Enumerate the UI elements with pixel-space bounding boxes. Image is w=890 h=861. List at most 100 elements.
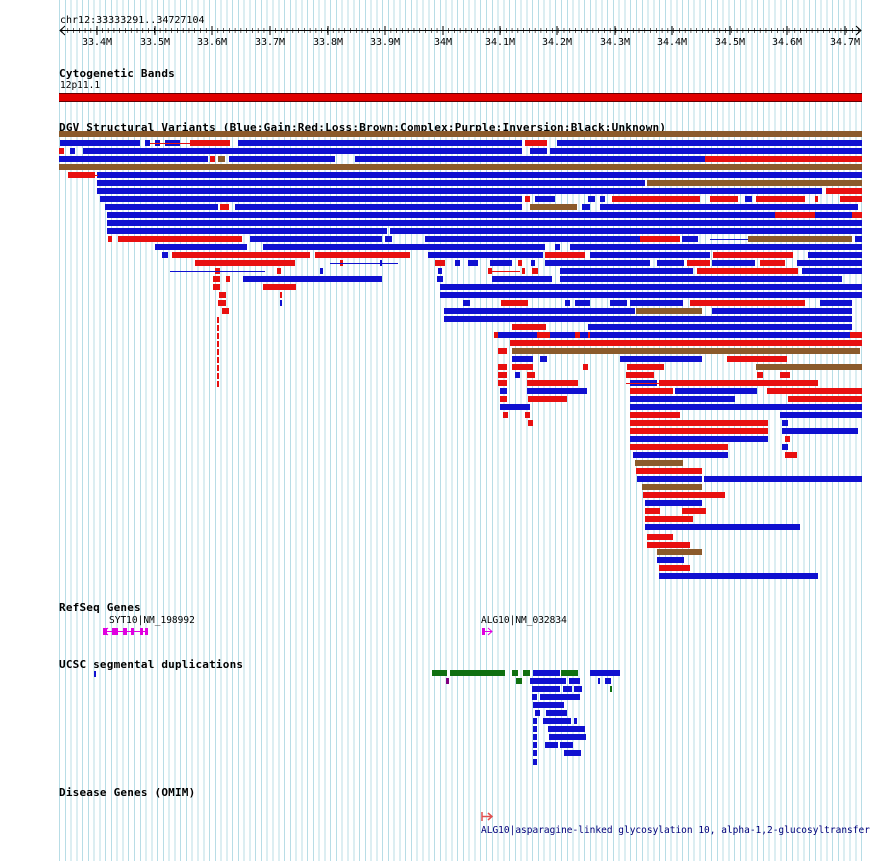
cytoband-label: 12p11.1 <box>60 80 101 91</box>
gene-label-syt10: SYT10|NM_198992 <box>109 615 195 626</box>
dgv-variant-bar <box>659 380 818 386</box>
dgv-variant-bar <box>525 140 547 146</box>
dgv-variant-bar <box>580 332 588 338</box>
dgv-variant-bar <box>657 557 684 563</box>
gene-syt10-exon <box>112 628 118 635</box>
segdup-bar <box>590 670 620 676</box>
dgv-variant-bar <box>118 236 242 242</box>
dgv-variant-bar <box>782 444 788 450</box>
segdup-bar <box>563 686 572 692</box>
segdup-bar <box>574 686 582 692</box>
dgv-variant-bar <box>620 356 702 362</box>
dgv-features[interactable] <box>0 0 890 600</box>
dgv-variant-bar <box>756 196 805 202</box>
dgv-variant-bar <box>501 300 528 306</box>
dgv-variant-bar <box>105 204 218 210</box>
dgv-variant-bar <box>808 252 862 258</box>
dgv-variant-bar <box>782 428 858 434</box>
dgv-variant-bar <box>555 244 560 250</box>
dgv-variant-bar <box>610 300 627 306</box>
segdup-bar <box>432 670 447 676</box>
segdup-bar <box>574 718 577 724</box>
segdup-bar <box>543 718 571 724</box>
segdup-bar <box>532 686 560 692</box>
segdup-track-title[interactable]: UCSC segmental duplications <box>59 658 244 671</box>
dgv-variant-bar <box>705 156 862 162</box>
dgv-variant-bar <box>645 500 702 506</box>
dgv-variant-bar <box>582 204 590 210</box>
dgv-variant-bar <box>675 388 757 394</box>
dgv-variant-bar <box>697 268 798 274</box>
refseq-track-title[interactable]: RefSeq Genes <box>59 601 141 614</box>
dgv-variant-bar <box>565 300 570 306</box>
dgv-track-title[interactable]: DGV Structural Variants (Blue:Gain;Red:L… <box>59 121 667 134</box>
dgv-variant-bar <box>630 420 768 426</box>
dgv-variant-bar <box>435 260 445 266</box>
omim-track-title[interactable]: Disease Genes (OMIM) <box>59 786 196 799</box>
dgv-variant-bar <box>515 372 520 378</box>
dgv-variant-bar <box>217 333 219 339</box>
dgv-variant-bar <box>438 268 442 274</box>
dgv-variant-bar <box>355 156 862 162</box>
segdup-bar <box>569 678 580 684</box>
dgv-variant-bar <box>612 196 700 202</box>
dgv-variant-bar <box>626 372 654 378</box>
dgv-variant-bar <box>512 364 533 370</box>
dgv-variant-bar <box>97 188 822 194</box>
dgv-variant-bar <box>428 252 543 258</box>
dgv-variant-bar <box>826 188 862 194</box>
gene-syt10-strand-arrow <box>103 627 109 636</box>
dgv-variant-bar <box>518 260 522 266</box>
dgv-variant-bar <box>440 292 862 298</box>
dgv-variant-bar <box>840 196 862 202</box>
dgv-variant-bar <box>219 292 226 298</box>
coordinate-ruler[interactable]: 33.4M 33.5M 33.6M 33.7M 33.8M 33.9M 34M 34.1M 34… <box>0 0 890 60</box>
dgv-variant-bar <box>636 308 702 314</box>
cytoband-bar[interactable] <box>59 93 862 102</box>
dgv-variant-bar <box>108 236 112 242</box>
dgv-variant-bar <box>59 164 862 170</box>
dgv-variant-bar <box>59 148 64 154</box>
ruler-tick-label: 34.4M <box>657 37 687 48</box>
dgv-variant-bar <box>704 476 862 482</box>
dgv-variant-bar <box>217 373 219 379</box>
dgv-variant-bar <box>647 542 690 548</box>
dgv-variant-bar <box>640 236 680 242</box>
dgv-variant-bar <box>855 236 862 242</box>
segdup-bar <box>598 678 600 684</box>
dgv-variant-bar <box>217 325 219 331</box>
segdup-bar <box>545 742 558 748</box>
dgv-variant-bar <box>217 357 219 363</box>
segdup-bar <box>533 726 537 732</box>
dgv-variant-bar <box>748 236 852 242</box>
dgv-variant-bar <box>59 131 862 137</box>
dgv-variant-bar <box>512 324 546 330</box>
dgv-variant-bar <box>522 268 525 274</box>
dgv-variant-bar <box>280 260 295 266</box>
dgv-variant-bar <box>498 348 507 354</box>
dgv-variant-bar <box>560 260 650 266</box>
dgv-variant-bar <box>525 412 530 418</box>
segdup-bar <box>533 670 560 676</box>
dgv-variant-bar <box>222 308 229 314</box>
segdup-bar <box>533 734 537 740</box>
dgv-variant-bar <box>229 156 335 162</box>
dgv-variant-bar <box>218 300 226 306</box>
dgv-variant-bar <box>512 348 860 354</box>
cytoband-track-title[interactable]: Cytogenetic Bands <box>59 67 175 80</box>
segdup-bar <box>94 671 96 677</box>
dgv-variant-bar <box>590 332 850 338</box>
dgv-variant-bar <box>657 549 702 555</box>
ruler-tick-label: 34.1M <box>485 37 515 48</box>
omim-entry-label[interactable]: ALG10|asparagine-linked glycosylation 10… <box>481 825 870 836</box>
dgv-variant-bar <box>630 428 768 434</box>
dgv-variant-bar <box>320 268 323 274</box>
ruler-tick-label: 33.9M <box>370 37 400 48</box>
dgv-variant-bar <box>463 300 470 306</box>
ruler-tick-label: 34.5M <box>715 37 745 48</box>
segdup-bar <box>530 678 566 684</box>
dgv-variant-bar <box>560 268 693 274</box>
